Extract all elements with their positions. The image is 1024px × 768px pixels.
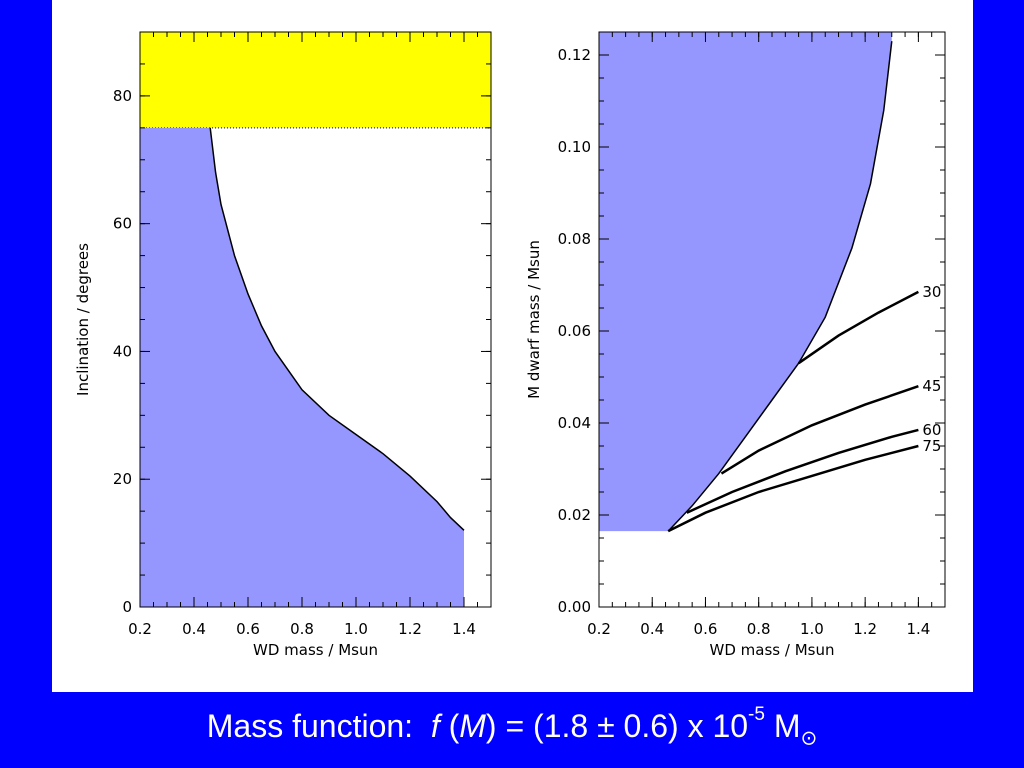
caption-f: f [430, 708, 440, 744]
right-ytick-label: 0.02 [558, 506, 591, 524]
right-series-label-60: 60 [922, 421, 941, 439]
left-ytick-label: 20 [113, 470, 132, 488]
right-series-label-bg-30 [920, 282, 947, 299]
right-series-label-45: 45 [922, 377, 941, 395]
left-ytick-label: 60 [113, 215, 132, 233]
right-series-label-bg-45 [920, 377, 947, 394]
left-y-axis-label: Inclination / degrees [74, 243, 92, 396]
sun-symbol-icon: ⊙ [800, 725, 818, 750]
left-x-axis-label: WD mass / Msun [253, 641, 378, 659]
right-x-axis-label: WD mass / Msun [710, 641, 835, 659]
figure-panel: 0.2 0.4 0.6 0.8 1.0 1.2 1.4 0 20 40 60 80 WD mass / … [52, 0, 973, 692]
right-xtick-label: 1.0 [800, 620, 824, 638]
right-ytick-label: 0.00 [558, 598, 591, 616]
left-boundary-curve [209, 127, 465, 531]
left-xtick-label: 0.2 [128, 620, 152, 638]
right-y-axis-label: M dwarf mass / Msun [525, 240, 543, 399]
right-xtick-label: 0.2 [587, 620, 611, 638]
slide-caption: Mass function: f (M) = (1.8 ± 0.6) x 10-… [0, 704, 1024, 750]
right-series-line-30 [797, 290, 919, 365]
right-ytick-label: 0.08 [558, 230, 591, 248]
right-xtick-label: 1.4 [906, 620, 930, 638]
left-xtick-label: 1.2 [398, 620, 422, 638]
right-series-label-30: 30 [922, 283, 941, 301]
right-xtick-label: 0.6 [694, 620, 718, 638]
right-series-label-bg-60 [920, 420, 947, 437]
caption-m: M [459, 708, 486, 744]
right-series-line-75 [667, 444, 919, 533]
left-eclipse-region [140, 32, 491, 128]
caption-prefix: Mass function: [206, 708, 414, 744]
left-xtick-label: 0.4 [182, 620, 206, 638]
right-boundary-curve [667, 41, 893, 532]
right-xtick-label: 0.4 [640, 620, 664, 638]
caption-open: ( [448, 708, 460, 744]
right-series-label-bg-75 [920, 437, 947, 453]
right-excluded-region [599, 32, 892, 532]
left-xtick-label: 0.6 [236, 620, 260, 638]
left-xtick-label: 1.4 [452, 620, 476, 638]
right-xtick-label: 0.8 [747, 620, 771, 638]
left-ytick-label: 40 [113, 342, 132, 360]
right-ytick-label: 0.06 [558, 322, 591, 340]
right-ytick-label: 0.10 [558, 138, 591, 156]
right-ytick-label: 0.12 [558, 46, 591, 64]
left-xtick-label: 0.8 [290, 620, 314, 638]
left-ytick-label: 80 [113, 87, 132, 105]
left-excluded-region [140, 127, 464, 607]
right-series-label-75: 75 [922, 437, 941, 455]
caption-equals: ) = (1.8 ± 0.6) x 10 [485, 708, 749, 744]
right-series-line-60 [686, 428, 919, 514]
right-ytick-label: 0.04 [558, 414, 591, 432]
caption-exponent: -5 [748, 704, 765, 725]
caption-unit: M [773, 708, 801, 744]
left-xtick-label: 1.0 [344, 620, 368, 638]
right-xtick-label: 1.2 [853, 620, 877, 638]
left-ytick-label: 0 [122, 598, 132, 616]
figure-svg: 0.2 0.4 0.6 0.8 1.0 1.2 1.4 0 20 40 60 80 WD mass / … [74, 31, 947, 659]
right-series-line-45 [720, 385, 919, 475]
